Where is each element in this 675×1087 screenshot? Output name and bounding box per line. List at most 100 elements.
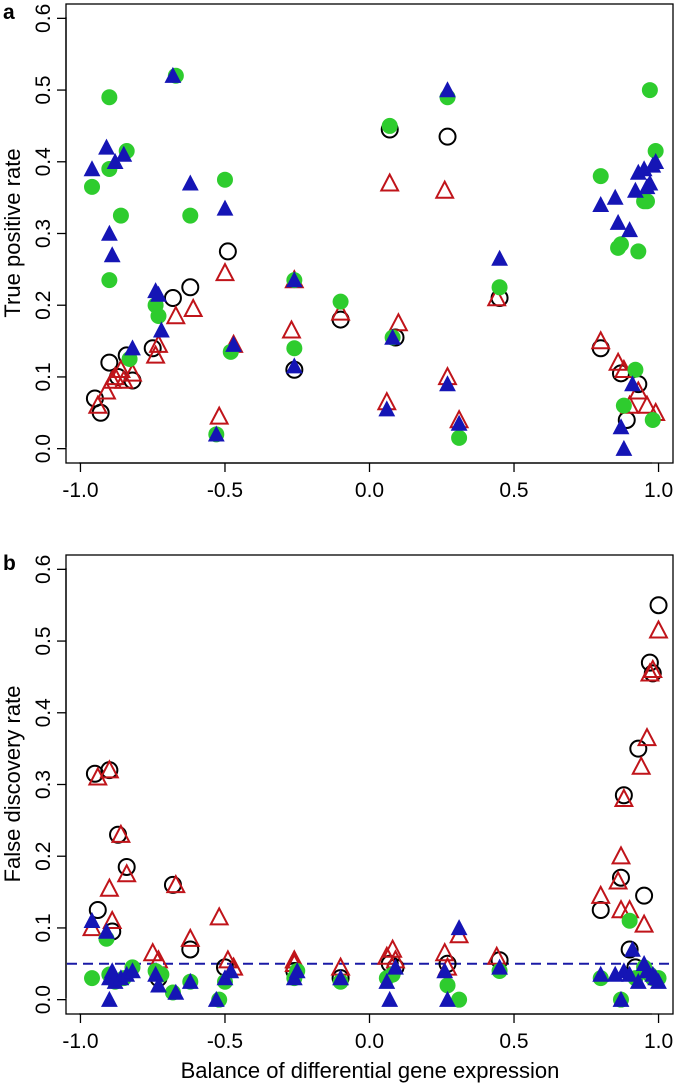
- point-a-triangle-open-6: [122, 362, 143, 382]
- point-a-triangle-filled-9: [153, 321, 170, 338]
- point-b-triangle-open-5: [110, 823, 131, 843]
- point-b-circle-open-20: [629, 739, 648, 758]
- point-a-circle-filled-8: [150, 307, 167, 324]
- x-tick-label-b-0: -1.0: [62, 1030, 98, 1053]
- point-a-triangle-filled-24: [606, 188, 624, 205]
- point-a-circle-filled-10: [182, 207, 199, 224]
- point-b-triangle-open-10: [180, 927, 201, 947]
- point-a-triangle-filled-18: [384, 328, 401, 345]
- y-tick-label-a-0: 0.0: [32, 434, 55, 463]
- point-a-triangle-filled-8: [150, 285, 167, 302]
- point-b-triangle-filled-23: [439, 990, 456, 1007]
- y-tick-label-a-6: 0.6: [32, 4, 55, 33]
- point-b-triangle-open-25: [608, 870, 629, 890]
- point-a-circle-filled-0: [84, 178, 101, 195]
- point-a-circle-filled-21: [491, 279, 508, 296]
- point-b-triangle-filled-18: [332, 969, 349, 986]
- point-a-triangle-filled-27: [621, 221, 638, 238]
- point-a-triangle-open-20: [434, 179, 455, 199]
- point-a-triangle-open-10: [183, 297, 204, 317]
- x-tick-label-a-2: 0.0: [355, 479, 384, 502]
- y-tick-label-a-3: 0.3: [32, 219, 55, 248]
- point-b-triangle-filled-4: [103, 962, 121, 979]
- data-points-a: [83, 66, 666, 456]
- point-b-triangle-filled-2: [101, 990, 118, 1007]
- point-a-triangle-open-23: [486, 287, 507, 307]
- point-a-circle-open-8: [181, 278, 200, 297]
- point-a-triangle-open-1: [96, 380, 117, 400]
- point-b-triangle-filled-20: [381, 990, 399, 1007]
- y-axis-b: 0.0 0.1 0.2 0.3 0.4 0.5 0.6: [32, 555, 67, 1014]
- x-axis-title-b: Balance of differential gene expression: [181, 1058, 560, 1083]
- panel-letter-a: a: [3, 1, 15, 24]
- point-a-triangle-filled-33: [647, 153, 665, 169]
- point-b-triangle-filled-24: [450, 919, 468, 936]
- point-a-triangle-filled-23: [592, 196, 610, 212]
- point-b-triangle-filled-32: [629, 972, 647, 989]
- point-a-circle-filled-24: [612, 236, 629, 253]
- point-a-triangle-open-25: [608, 351, 629, 371]
- point-b-triangle-open-11: [209, 906, 230, 926]
- point-a-triangle-filled-19: [439, 81, 456, 98]
- point-a-circle-open-7: [163, 289, 182, 308]
- point-b-triangle-open-7: [142, 942, 163, 962]
- point-a-triangle-open-14: [281, 319, 302, 339]
- point-b-triangle-open-2: [99, 759, 120, 779]
- point-b-triangle-open-4: [102, 909, 123, 929]
- point-b-triangle-filled-31: [624, 940, 641, 957]
- point-b-triangle-filled-12: [181, 972, 199, 989]
- y-tick-label-b-1: 0.1: [32, 913, 55, 942]
- point-b-triangle-filled-28: [612, 990, 630, 1007]
- point-a-triangle-filled-11: [181, 174, 199, 191]
- point-a-triangle-open-11: [209, 405, 230, 425]
- point-a-triangle-filled-10: [164, 66, 182, 83]
- point-a-triangle-filled-36: [624, 375, 641, 392]
- point-b-triangle-open-24: [590, 884, 611, 904]
- panel-b: b -1.0 -0.5 0.0 0.5 1.0 0.00.10.20.30.40.50.…: [0, 552, 674, 1083]
- point-b-triangle-open-30: [636, 726, 658, 747]
- point-a-circle-filled-31: [647, 143, 664, 160]
- y-tick-label-b-6: 0.6: [32, 555, 55, 584]
- point-a-triangle-filled-25: [609, 213, 627, 230]
- point-a-triangle-open-18: [379, 172, 400, 192]
- x-tick-label-a-1: -0.5: [207, 479, 243, 502]
- point-a-circle-filled-4: [112, 207, 129, 224]
- point-b-triangle-open-20: [434, 942, 455, 962]
- point-a-triangle-open-8: [148, 333, 169, 353]
- y-tick-label-a-4: 0.4: [32, 147, 55, 177]
- point-a-circle-filled-17: [381, 117, 398, 134]
- point-a-triangle-filled-15: [285, 271, 303, 288]
- point-b-triangle-filled-21: [387, 958, 404, 975]
- point-b-triangle-open-33: [648, 619, 669, 639]
- point-b-triangle-filled-0: [83, 912, 101, 928]
- point-a-circle-filled-22: [592, 168, 609, 185]
- data-points-b: [81, 596, 669, 1008]
- point-b-triangle-open-27: [613, 787, 634, 807]
- x-tick-label-a-3: 0.5: [499, 479, 528, 502]
- x-tick-label-a-0: -1.0: [62, 479, 98, 502]
- point-a-triangle-filled-22: [491, 249, 508, 266]
- point-b-triangle-open-34: [610, 899, 632, 919]
- point-b-triangle-filled-30: [621, 965, 638, 982]
- y-tick-label-b-4: 0.4: [32, 698, 55, 728]
- point-a-triangle-filled-14: [225, 335, 242, 352]
- point-a-circle-filled-26: [630, 243, 647, 260]
- point-b-triangle-filled-26: [592, 965, 610, 982]
- point-a-triangle-filled-20: [439, 375, 456, 392]
- point-b-triangle-open-3: [99, 877, 120, 897]
- point-a-circle-filled-32: [615, 397, 632, 414]
- point-a-triangle-filled-12: [216, 199, 234, 216]
- point-b-triangle-filled-22: [436, 962, 454, 979]
- point-b-triangle-filled-13: [207, 990, 225, 1007]
- point-a-circle-filled-1: [101, 89, 118, 106]
- point-b-circle-open-22: [640, 653, 659, 672]
- point-a-triangle-open-9: [165, 305, 186, 325]
- point-b-circle-open-17: [611, 868, 630, 887]
- point-b-triangle-filled-15: [222, 962, 240, 979]
- panel-letter-b: b: [3, 552, 16, 575]
- point-a-triangle-filled-35: [612, 418, 630, 435]
- y-axis-title-a: True positive rate: [0, 148, 25, 317]
- point-a-circle-filled-11: [216, 171, 233, 188]
- point-a-circle-open-9: [218, 242, 237, 261]
